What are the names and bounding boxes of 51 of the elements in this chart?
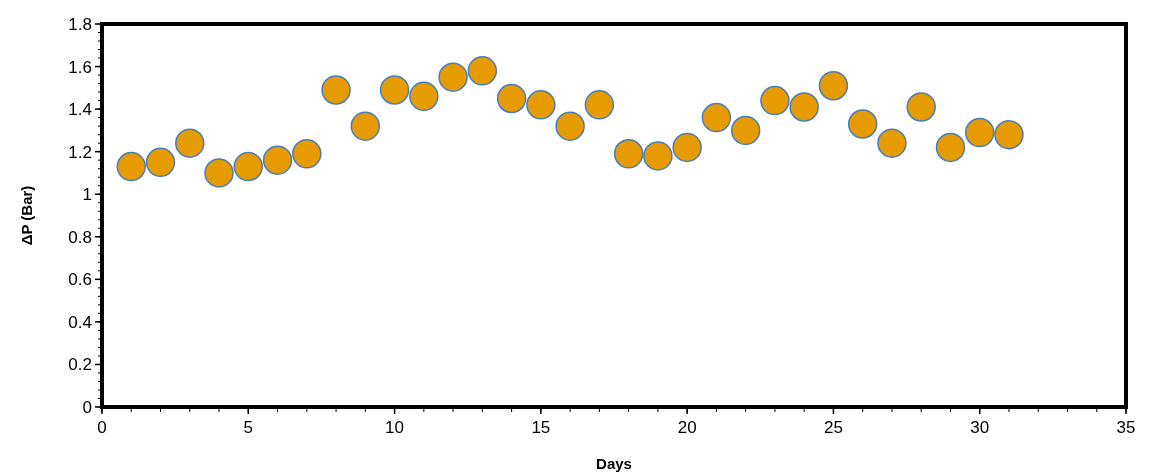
y-tick-label: 0.2 [68, 355, 92, 375]
point [467, 56, 498, 86]
y-tick-label: 0.4 [68, 312, 92, 332]
x-tick-label: 5 [243, 418, 254, 437]
y-tick-label: 1 [82, 185, 92, 205]
point [818, 70, 849, 101]
point [145, 147, 176, 178]
y-tick-label: 0 [82, 397, 92, 417]
point [643, 141, 673, 171]
point [613, 139, 644, 169]
point [175, 128, 205, 158]
point [877, 128, 907, 158]
point [262, 145, 293, 175]
point [847, 109, 878, 139]
y-tick-label: 1.4 [68, 100, 92, 120]
y-tick-label: 1.8 [68, 14, 92, 34]
x-tick-label: 35 [1116, 418, 1136, 437]
point [379, 75, 410, 105]
x-tick-label: 0 [97, 418, 107, 437]
point [555, 111, 585, 141]
x-tick-label: 30 [970, 418, 990, 437]
point [526, 90, 556, 120]
x-tick-label: 15 [531, 418, 551, 437]
point [964, 117, 995, 148]
point [935, 132, 966, 163]
point [204, 158, 234, 188]
y-axis-title: ΔP (Bar) [18, 185, 35, 246]
point [233, 151, 264, 182]
point [321, 75, 351, 105]
y-tick-label: 0.8 [68, 227, 92, 247]
y-tick-label: 1.6 [68, 57, 92, 77]
point [730, 115, 761, 146]
x-tick-label: 10 [385, 418, 405, 437]
x-tick-label: 20 [677, 418, 697, 437]
point [496, 83, 527, 114]
point [409, 81, 439, 112]
point [292, 139, 322, 169]
y-tick-label: 0.6 [68, 270, 92, 290]
point [994, 119, 1024, 150]
point [116, 151, 147, 182]
point [701, 102, 732, 133]
point [584, 90, 615, 120]
point [789, 92, 819, 122]
point [672, 132, 702, 163]
point [760, 85, 790, 116]
y-tick-label: 1.2 [68, 142, 92, 162]
point [906, 92, 936, 122]
point [438, 62, 468, 92]
point [350, 111, 381, 141]
x-axis-title: Days [596, 455, 632, 472]
x-tick-label: 25 [823, 418, 843, 437]
